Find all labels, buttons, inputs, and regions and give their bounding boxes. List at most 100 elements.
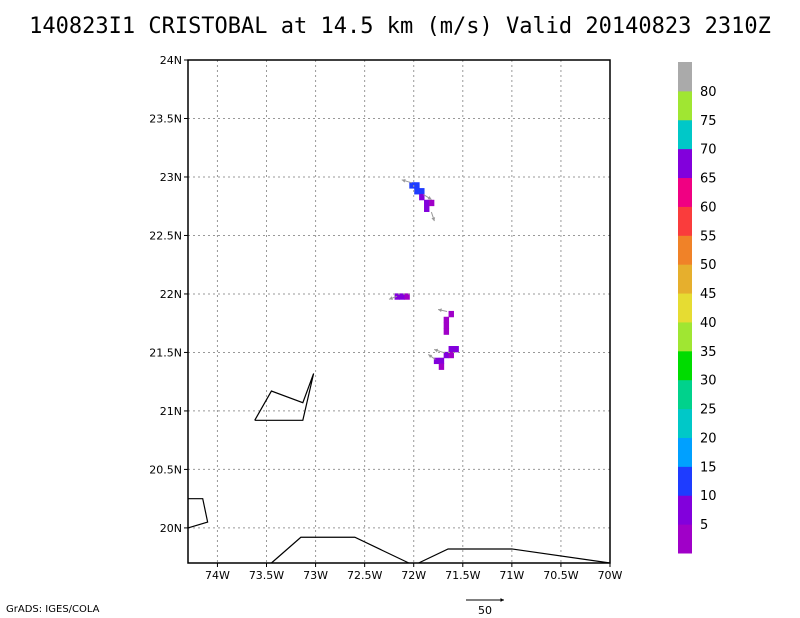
data-cell [394,293,400,300]
wind-vector-head [389,296,393,300]
wind-vector [388,295,398,300]
page-title: 140823I1 CRISTOBAL at 14.5 km (m/s) Vali… [29,14,771,39]
colorbar-label: 5 [700,518,708,533]
y-tick-label: 24N [160,54,182,67]
y-tick-label: 23.5N [149,112,182,125]
grid-lines [188,59,611,563]
data-cell [453,346,459,353]
colorbar-swatch [678,321,692,352]
data-cell [443,316,450,324]
reference-vector: 50 [466,598,504,617]
y-tick-label: 20.5N [149,463,182,476]
coastline [271,536,410,564]
y-tick-label: 21.5N [149,346,182,359]
wind-vector [434,348,444,353]
x-tick-label: 71.5W [445,569,480,582]
x-axis: 74W 73.5W 73W 72.5W 72W 71.5W 71W 70.5W 70W [205,563,623,582]
wind-vector [428,354,436,360]
data-cell [448,351,454,359]
colorbar-label: 40 [700,316,717,331]
data-cell [409,182,415,189]
data-cell [424,199,430,207]
x-tick-label: 70.5W [543,569,578,582]
colorbar-swatch [678,148,692,179]
colorbar-swatch [678,524,692,554]
coastline [418,548,611,564]
data-cell [419,193,425,201]
colorbar-label: 50 [700,258,717,273]
data-cell [448,346,454,353]
data-cell [399,293,405,300]
colorbar-swatch [678,177,692,207]
colorbar-swatch [678,293,692,323]
colorbar-swatch [678,495,692,525]
colorbar-swatch [678,235,692,265]
data-cell [428,199,435,207]
x-tick-label: 71W [499,569,524,582]
colorbar-label: 75 [700,114,717,129]
wind-vector [401,178,412,184]
colorbar-swatch [678,379,692,410]
colorbar-label: 20 [700,431,717,446]
colorbar-label: 35 [700,345,717,360]
colorbar-swatch [678,119,692,150]
wind-vector-head [434,348,439,353]
reference-vector-label: 50 [478,604,492,617]
x-tick-label: 73W [303,569,328,582]
data-cell [433,357,440,365]
colorbar-label: 80 [700,85,717,100]
colorbar-label: 55 [700,229,717,244]
colorbar-label: 45 [700,287,717,302]
wind-vector [430,211,436,222]
wind-vector [423,194,432,200]
coastline [254,373,315,421]
x-tick-label: 73.5W [249,569,284,582]
colorbar-swatch [678,437,692,467]
x-tick-label: 70W [598,569,623,582]
credit-label: GrADS: IGES/COLA [6,604,100,615]
data-cell [419,188,425,195]
y-tick-label: 22N [160,288,182,301]
wind-vectors [388,178,448,360]
colorbar-swatch [678,90,692,121]
data-cell [443,328,450,335]
wind-vector-head [428,354,433,359]
data-cell [414,188,420,195]
coastlines [187,373,611,564]
x-tick-label: 72.5W [347,569,382,582]
wind-vector-head [431,217,436,222]
colorbar: 5 10 15 20 25 30 35 40 45 50 55 60 65 70 75 80 [678,62,717,554]
colorbar-swatch [678,206,692,236]
data-cell [443,322,450,329]
colorbar-label: 25 [700,403,717,418]
x-tick-label: 72W [401,569,426,582]
data-cell [424,205,430,212]
colorbar-swatch [678,264,692,294]
colorbar-label: 60 [700,200,717,215]
reference-arrow [466,598,504,602]
colorbar-label: 65 [700,172,717,187]
colorbar-swatch [678,350,692,381]
y-tick-label: 20N [160,522,182,535]
wind-vector-head [427,196,432,200]
x-tick-label: 74W [205,569,230,582]
plot-frame [187,59,611,564]
colorbar-label: 10 [700,489,717,504]
data-cell [443,351,450,359]
data-cell [404,293,410,300]
y-axis: 20N 20.5N 21N 21.5N 22N 22.5N 23N 23.5N 24N [149,54,188,535]
y-tick-label: 22.5N [149,229,182,242]
colorbar-swatch [678,408,692,438]
colorbar-swatch [678,62,692,92]
wind-vector-head [401,178,406,183]
colorbar-label: 70 [700,143,717,158]
data-cell [438,363,445,370]
y-tick-label: 23N [160,171,182,184]
colorbar-swatch [678,466,692,496]
data-cell [448,310,454,318]
data-cells [394,182,459,370]
data-cell [438,357,445,365]
data-cell [414,182,420,189]
colorbar-label: 30 [700,374,717,389]
